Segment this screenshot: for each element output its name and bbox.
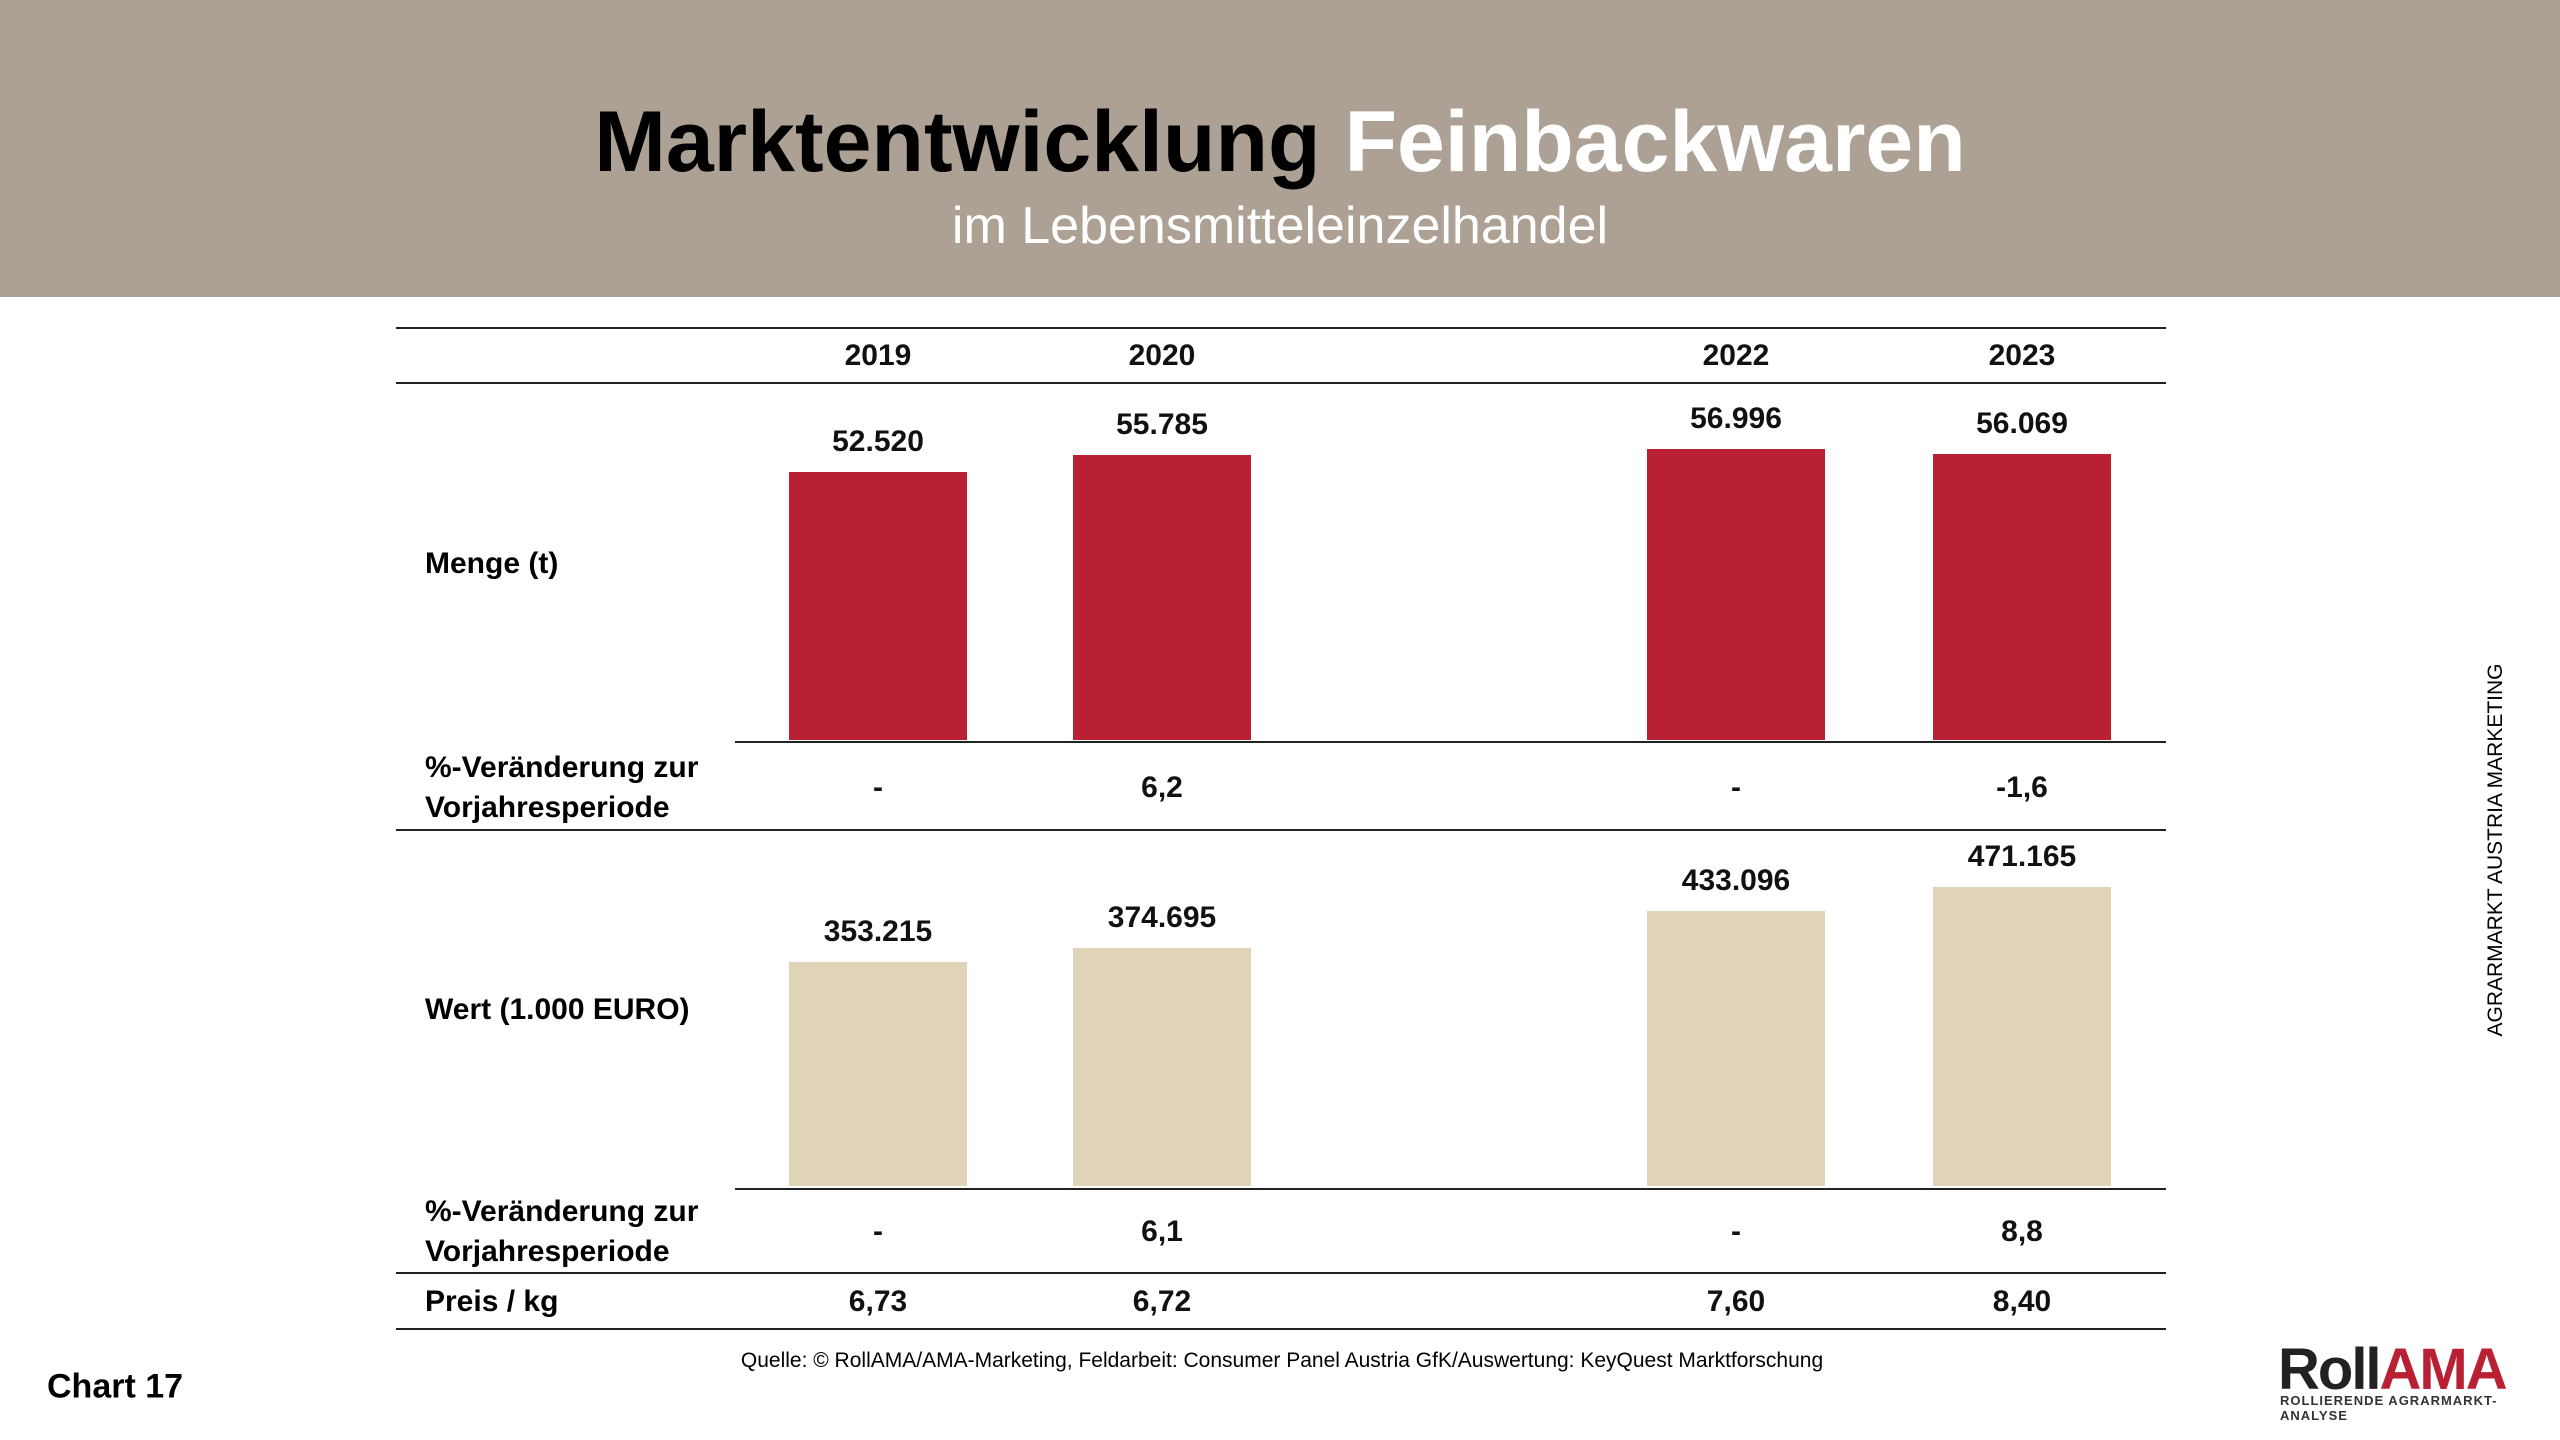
value-label: 52.520 — [832, 424, 924, 458]
title: Marktentwicklung Feinbackwaren — [0, 92, 2560, 192]
value-label: 55.785 — [1116, 408, 1208, 442]
table-cell: - — [873, 1215, 883, 1248]
header-band — [0, 0, 2560, 297]
column-header: 2019 — [844, 339, 912, 372]
table-cell: - — [1731, 1215, 1741, 1248]
bar — [1647, 911, 1825, 1186]
column-header: 2022 — [1702, 339, 1770, 372]
side-label: AGRARMARKT AUSTRIA MARKETING — [2484, 663, 2507, 1037]
rule — [735, 1188, 2166, 1190]
bar — [789, 471, 967, 740]
table-cell: 6,73 — [848, 1285, 908, 1318]
table-cell: 6,72 — [1132, 1285, 1192, 1318]
rule — [396, 1272, 2166, 1274]
row-label: Menge (t) — [425, 547, 559, 580]
subtitle: im Lebensmitteleinzelhandel — [951, 197, 1609, 255]
logo-dark: Roll — [2278, 1337, 2382, 1402]
source: Quelle: © RollAMA/AMA-Marketing, Feldarb… — [740, 1349, 1824, 1372]
value-label: 353.215 — [823, 914, 933, 948]
row-label: Preis / kg — [425, 1285, 559, 1318]
row-label: %-Veränderung zur Vorjahresperiode — [425, 1195, 699, 1268]
table-cell: - — [1731, 771, 1741, 804]
table-cell: 8,8 — [2001, 1215, 2043, 1248]
rule — [396, 829, 2166, 831]
title-dark: Marktentwicklung — [594, 94, 1321, 190]
value-label: 374.695 — [1107, 901, 1217, 935]
value-label: 56.996 — [1690, 402, 1782, 435]
value-label: 56.069 — [1976, 406, 2068, 440]
bar — [1073, 455, 1251, 740]
rule — [396, 327, 2166, 329]
logo-red: AMA — [2379, 1337, 2508, 1402]
value-label: 433.096 — [1681, 864, 1791, 898]
value-label: 471.165 — [1967, 840, 2077, 873]
row-label: Wert (1.000 EURO) — [425, 993, 690, 1026]
rule — [735, 741, 2166, 743]
table-cell: 8,40 — [1992, 1285, 2052, 1318]
table-cell: 7,60 — [1706, 1285, 1766, 1318]
logo-tagline: ROLLIERENDE AGRARMARKT-ANALYSE — [2280, 1393, 2498, 1423]
logo: RollAMA — [2278, 1337, 2508, 1402]
table-cell: 6,1 — [1141, 1215, 1183, 1248]
chart-label: Chart 17 — [47, 1367, 184, 1406]
bar — [1933, 453, 2111, 740]
bar — [1073, 948, 1251, 1186]
bar — [1933, 887, 2111, 1186]
row-label: %-Veränderung zur Vorjahresperiode — [425, 751, 699, 824]
column-header: 2020 — [1128, 339, 1196, 372]
table-cell: 6,2 — [1141, 771, 1183, 804]
bar — [1647, 449, 1825, 740]
table-cell: - — [873, 771, 883, 804]
title-light: Feinbackwaren — [1344, 94, 1966, 190]
table-cell: -1,6 — [1996, 771, 2048, 804]
rule — [396, 1328, 2166, 1330]
rule — [396, 382, 2166, 384]
bar — [789, 961, 967, 1186]
column-header: 2023 — [1988, 339, 2056, 372]
